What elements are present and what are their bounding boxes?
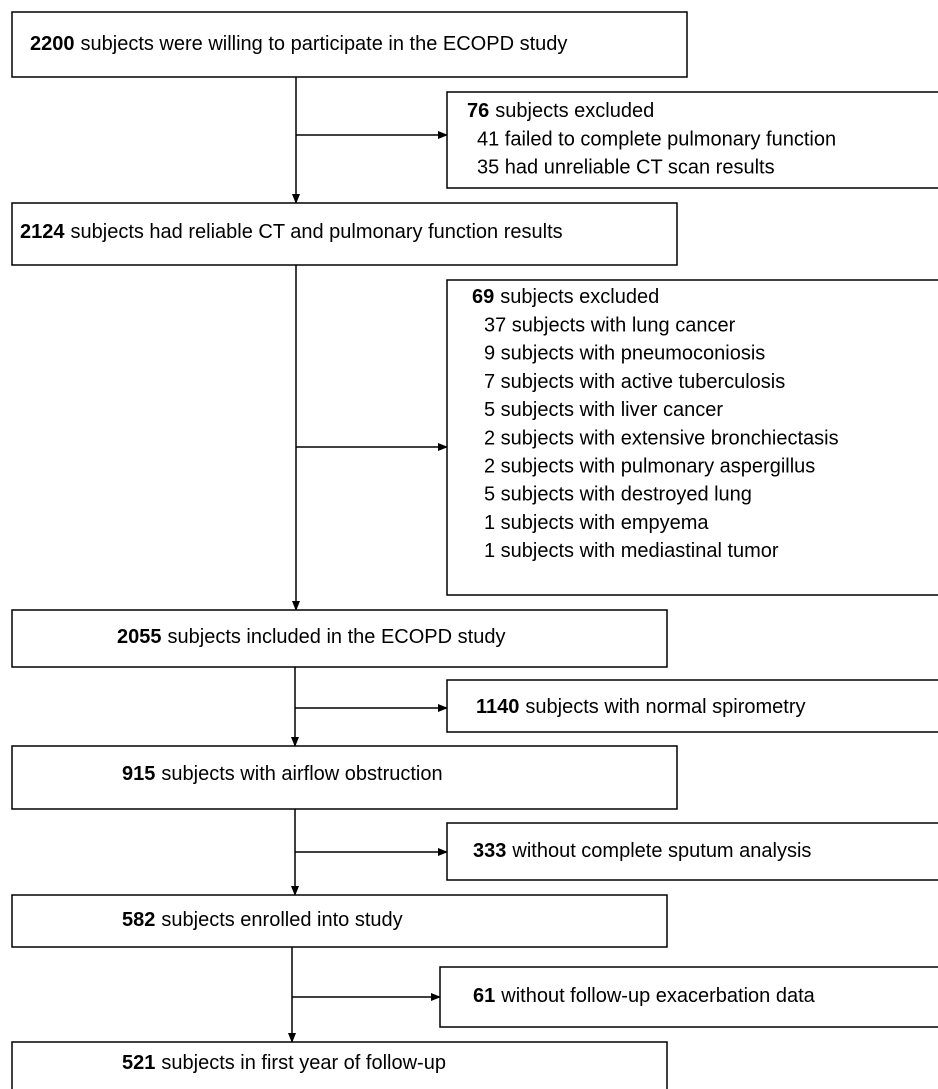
box-label: 582 subjects enrolled into study	[122, 909, 403, 931]
box-label: 69 subjects excluded	[472, 286, 659, 308]
exclusion-item: 1 subjects with mediastinal tumor	[484, 540, 779, 562]
exclusion-box	[446, 679, 938, 733]
box-label: 2055 subjects included in the ECOPD study	[117, 626, 505, 648]
exclusion-item: 9 subjects with pneumoconiosis	[484, 343, 765, 365]
exclusion-item: 1 subjects with empyema	[484, 512, 709, 534]
main-box	[11, 894, 668, 948]
box-label: 915 subjects with airflow obstruction	[122, 763, 443, 785]
exclusion-box	[446, 279, 938, 596]
label-text: subjects had reliable CT and pulmonary f…	[71, 221, 563, 243]
count: 1140	[476, 696, 519, 718]
count: 582	[122, 909, 155, 931]
count: 2200	[30, 33, 75, 55]
exclusion-box	[446, 91, 938, 189]
exclusion-item: 35 had unreliable CT scan results	[477, 156, 775, 178]
main-box	[11, 11, 688, 78]
box-label: 76 subjects excluded	[467, 100, 654, 122]
label-text: subjects excluded	[495, 100, 654, 122]
count: 69	[472, 286, 494, 308]
count: 2055	[117, 626, 162, 648]
exclusion-item: 7 subjects with active tuberculosis	[484, 371, 785, 393]
exclusion-item: 2 subjects with pulmonary aspergillus	[484, 455, 815, 477]
label-text: subjects included in the ECOPD study	[168, 626, 506, 648]
exclusion-item: 5 subjects with liver cancer	[484, 399, 723, 421]
exclusion-item: 37 subjects with lung cancer	[484, 314, 736, 336]
main-box	[11, 745, 678, 810]
main-box	[11, 1041, 668, 1089]
label-text: subjects with airflow obstruction	[161, 763, 442, 785]
count: 521	[122, 1052, 155, 1074]
label-text: subjects with normal spirometry	[525, 696, 805, 718]
label-text: subjects enrolled into study	[161, 909, 402, 931]
main-box	[11, 202, 678, 266]
count: 76	[467, 100, 489, 122]
box-label: 2124 subjects had reliable CT and pulmona…	[20, 221, 563, 243]
box-label: 2200 subjects were willing to participate…	[30, 33, 567, 55]
label-text: subjects were willing to participate in …	[81, 33, 568, 55]
box-label: 521 subjects in first year of follow-up	[122, 1052, 446, 1074]
box-label: 333 without complete sputum analysis	[473, 840, 811, 862]
label-text: subjects in first year of follow-up	[161, 1052, 446, 1074]
label-text: without complete sputum analysis	[511, 840, 811, 862]
label-text: subjects excluded	[500, 286, 659, 308]
count: 333	[473, 840, 506, 862]
main-box	[11, 609, 668, 668]
count: 2124	[20, 221, 65, 243]
exclusion-item: 5 subjects with destroyed lung	[484, 484, 752, 506]
exclusion-box	[446, 822, 938, 881]
exclusion-item: 2 subjects with extensive bronchiectasis	[484, 427, 839, 449]
label-text: without follow-up exacerbation data	[500, 985, 815, 1007]
exclusion-box	[439, 966, 938, 1028]
box-label: 61 without follow-up exacerbation data	[473, 985, 816, 1007]
count: 915	[122, 763, 155, 785]
count: 61	[473, 985, 495, 1007]
box-label: 1140 subjects with normal spirometry	[476, 696, 805, 718]
exclusion-item: 41 failed to complete pulmonary function	[477, 128, 836, 150]
